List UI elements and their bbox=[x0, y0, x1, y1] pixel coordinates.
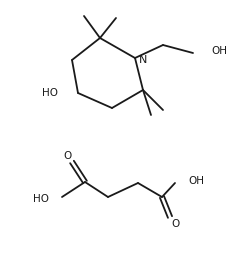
Text: O: O bbox=[63, 151, 71, 161]
Text: OH: OH bbox=[188, 176, 204, 186]
Text: N: N bbox=[139, 55, 147, 65]
Text: HO: HO bbox=[33, 194, 49, 204]
Text: HO: HO bbox=[42, 88, 58, 98]
Text: O: O bbox=[171, 219, 179, 229]
Text: OH: OH bbox=[211, 46, 227, 56]
